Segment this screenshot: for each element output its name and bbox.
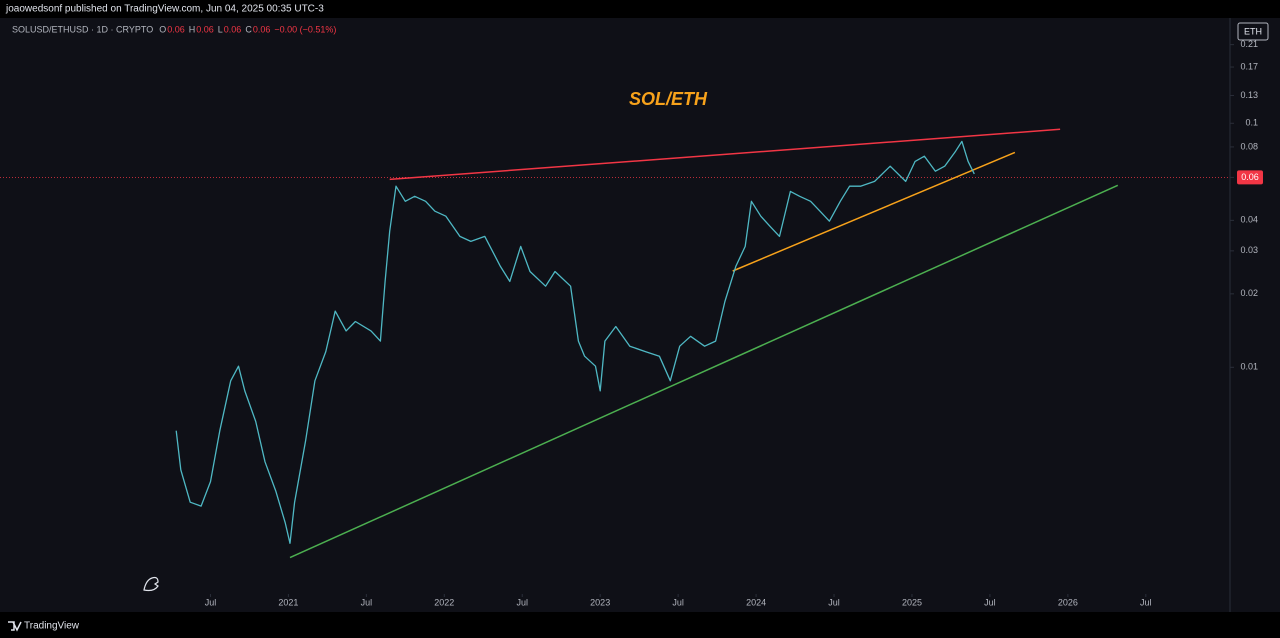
y-tick-label: 0.13 — [1240, 90, 1258, 100]
x-tick-label: Jul — [984, 597, 996, 607]
brand: TradingView — [24, 621, 80, 632]
y-tick-label: 0.08 — [1240, 141, 1258, 151]
x-tick-label: Jul — [1140, 597, 1152, 607]
unit: ETH — [1244, 26, 1262, 36]
ohlc-value: 0.06 — [167, 24, 185, 34]
trend-line — [732, 151, 1016, 272]
top-bar — [0, 0, 1280, 18]
ohlc-label: H — [189, 24, 196, 34]
x-tick-label: Jul — [672, 597, 684, 607]
ohlc-value: 0.06 — [224, 24, 242, 34]
x-tick-label: Jul — [361, 597, 373, 607]
y-tick-label: 0.03 — [1240, 245, 1258, 255]
y-tick-label: 0.02 — [1240, 288, 1258, 298]
trend-line — [289, 184, 1119, 559]
chart-title: SOL/ETH — [629, 89, 708, 109]
ohlc-value: 0.06 — [253, 24, 271, 34]
x-tick-label: Jul — [516, 597, 528, 607]
last-price-tag — [1237, 170, 1263, 185]
y-tick-label: 0.21 — [1240, 39, 1258, 49]
bottom-bar — [0, 612, 1280, 638]
source: joaowedsonf published on TradingView.com… — [5, 4, 324, 15]
y-tick-label: 0.1 — [1245, 118, 1258, 128]
unit-badge[interactable] — [1237, 22, 1269, 41]
brand-logo — [8, 621, 22, 632]
x-tick-label: 2026 — [1058, 597, 1078, 607]
ohlc-label: L — [218, 24, 223, 34]
y-tick-label: 0.01 — [1240, 362, 1258, 372]
price-line — [175, 140, 975, 544]
x-tick-label: Jul — [205, 597, 217, 607]
x-tick-label: 2021 — [278, 597, 298, 607]
last-price-label: 0.06 — [1241, 172, 1259, 182]
mascot-icon — [143, 576, 159, 592]
y-tick-label: 0.04 — [1240, 215, 1258, 225]
ohlc-label: C — [245, 24, 252, 34]
ohlc-value: 0.06 — [196, 24, 214, 34]
ohlc-label: O — [159, 24, 166, 34]
ohlc-change: −0.00 (−0.51%) — [274, 24, 336, 34]
x-tick-label: 2023 — [590, 597, 610, 607]
y-tick-label: 0.17 — [1240, 61, 1258, 71]
x-tick-label: Jul — [828, 597, 840, 607]
trend-line — [389, 128, 1061, 181]
legend: SOLUSD/ETHUSD · 1D · CRYPTO O 0.06 H 0.06 L 0… — [12, 24, 336, 34]
symbol: SOLUSD/ETHUSD · 1D · CRYPTO — [12, 24, 153, 34]
x-tick-label: 2025 — [902, 597, 922, 607]
x-tick-label: 2022 — [434, 597, 454, 607]
x-tick-label: 2024 — [746, 597, 766, 607]
